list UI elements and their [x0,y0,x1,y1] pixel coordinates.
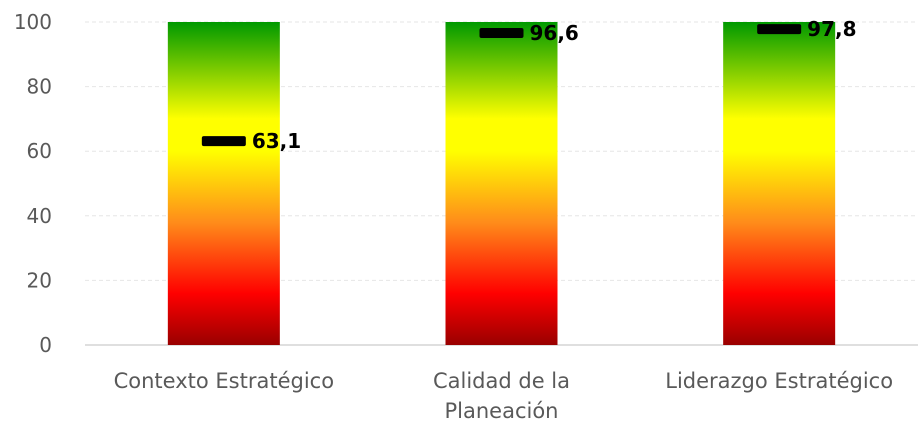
gradient-bar [167,22,280,345]
y-tick-label: 100 [14,10,52,34]
gradient-bar [445,22,558,345]
data-label: 63,1 [252,129,301,153]
value-marker [201,136,246,147]
y-tick-label: 0 [39,333,52,357]
category-label: Liderazgo Estratégico [665,369,893,393]
data-label: 97,8 [807,17,856,41]
bar-layer [167,22,836,345]
marker-layer [201,24,802,147]
category-label: Calidad de la [433,369,570,393]
value-marker [757,24,802,35]
y-tick-label: 20 [27,268,52,292]
category-label: Contexto Estratégico [114,369,334,393]
gradient-bar [723,22,836,345]
label-layer: 0 20 40 60 80 100 63,1 Contexto Estratégico 96,6… [14,10,893,423]
value-marker [479,27,524,38]
y-tick-label: 60 [27,139,52,163]
y-tick-label: 40 [27,204,52,228]
category-label: Planeación [444,399,558,423]
y-tick-label: 80 [27,75,52,99]
data-label: 96,6 [530,21,579,45]
